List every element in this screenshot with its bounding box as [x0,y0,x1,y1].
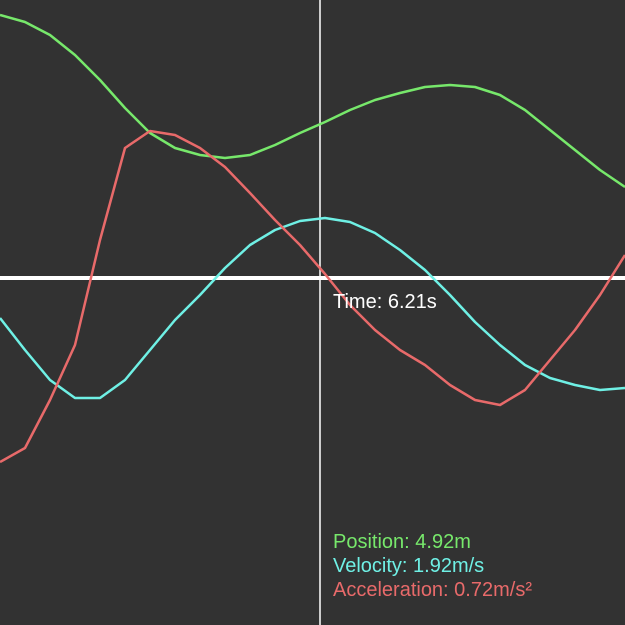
readout: Velocity: 1.92m/s [333,555,484,577]
readout: Position: 4.92m [333,531,471,553]
series-line [0,13,625,189]
series-line [0,129,625,464]
readout: Acceleration: 0.72m/s² [333,579,532,601]
series-line [0,216,625,400]
time-label: Time: 6.21s [333,291,437,313]
